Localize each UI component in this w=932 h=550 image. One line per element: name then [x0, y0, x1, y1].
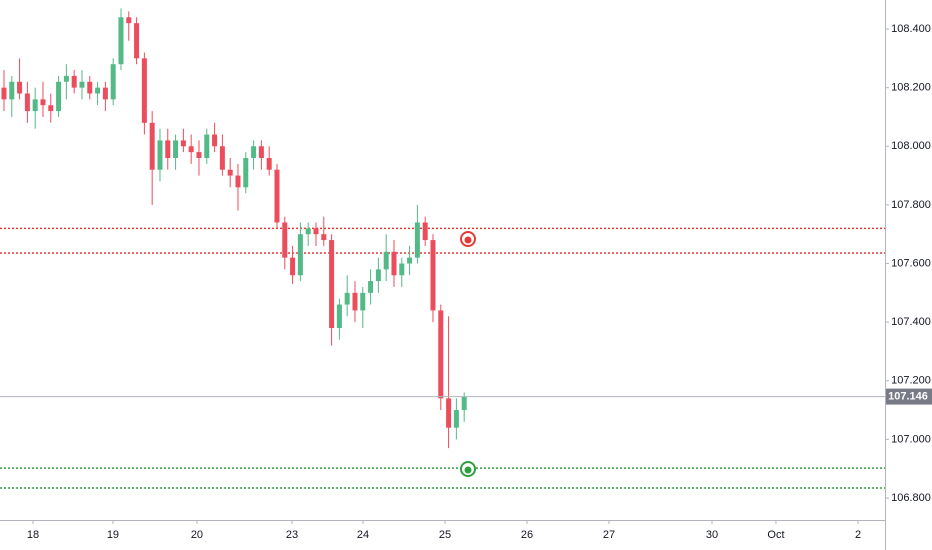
candle-body	[461, 396, 467, 411]
candle-body	[290, 257, 296, 276]
candle-body	[102, 87, 108, 100]
candle-body	[430, 240, 436, 311]
candle-body	[71, 75, 77, 88]
candle-body	[165, 140, 171, 158]
candle-body	[446, 398, 452, 428]
candle-body	[32, 99, 38, 112]
candle-body	[79, 81, 85, 88]
candle-body	[266, 157, 272, 170]
candle-body	[1, 87, 7, 100]
y-tick-label: 107.800	[891, 199, 931, 211]
x-tick-label: 23	[286, 529, 298, 541]
candle-body	[173, 140, 179, 158]
candle-body	[24, 93, 30, 112]
x-tick-label: 20	[191, 529, 203, 541]
last-price-label: 107.146	[888, 391, 928, 403]
candle-body	[141, 58, 147, 123]
x-tick-label: 19	[107, 529, 119, 541]
candle-body	[243, 157, 249, 188]
stop-icon	[460, 461, 476, 477]
y-tick-label: 108.400	[891, 23, 931, 35]
x-tick-label: 25	[439, 529, 451, 541]
candle-body	[126, 17, 132, 24]
x-tick-label: Oct	[767, 529, 784, 541]
y-tick-label: 108.000	[891, 140, 931, 152]
candle-body	[134, 23, 140, 59]
y-tick-label: 107.200	[891, 375, 931, 387]
candle-body	[305, 228, 311, 235]
candle-body	[87, 81, 93, 94]
candle-body	[149, 122, 155, 170]
x-tick-label: 27	[603, 529, 615, 541]
candle-body	[407, 257, 413, 264]
y-tick-label: 106.800	[891, 492, 931, 504]
candle-body	[188, 146, 194, 153]
y-tick-label: 107.600	[891, 257, 931, 269]
candle-body	[157, 140, 163, 170]
candle-body	[56, 81, 62, 112]
candle-body	[9, 81, 15, 100]
candle-body	[40, 99, 46, 106]
candle-body	[227, 169, 233, 176]
candle-body	[360, 292, 366, 311]
candle-body	[95, 87, 101, 94]
candle-body	[375, 269, 381, 282]
y-tick-label: 108.200	[891, 82, 931, 94]
candle-body	[344, 292, 350, 305]
candle-body	[274, 169, 280, 223]
x-tick-label: 26	[521, 529, 533, 541]
candle-body	[17, 81, 23, 94]
candle-body	[391, 251, 397, 276]
candle-body	[258, 146, 264, 158]
y-tick-label: 107.000	[891, 433, 931, 445]
y-tick-label: 107.400	[891, 316, 931, 328]
candle-body	[352, 292, 358, 311]
target-icon	[460, 231, 476, 247]
last-price-box	[886, 388, 932, 405]
candle-body	[368, 281, 374, 293]
candle-body	[110, 64, 116, 100]
candle-body	[438, 310, 444, 399]
x-tick-label: 18	[27, 529, 39, 541]
candle-body	[383, 251, 389, 270]
candle-body	[336, 304, 342, 329]
candle-body	[453, 410, 459, 428]
candle-body	[329, 240, 335, 329]
x-tick-label: 30	[706, 529, 718, 541]
candle-body	[212, 134, 218, 147]
plot	[0, 8, 885, 489]
candle-body	[48, 105, 54, 112]
candle-body	[63, 75, 69, 82]
candle-body	[414, 222, 420, 258]
candle-body	[235, 175, 241, 188]
candle-body	[321, 234, 327, 241]
candle-body	[282, 222, 288, 258]
candle-body	[204, 134, 210, 158]
x-tick-label: 2	[855, 529, 861, 541]
candle-body	[118, 17, 124, 65]
x-tick-label: 24	[357, 529, 369, 541]
candle-body	[422, 222, 428, 241]
candle-body	[219, 146, 225, 170]
candle-body	[180, 140, 186, 147]
candle-body	[313, 228, 319, 235]
candle-body	[251, 146, 257, 158]
candle-body	[297, 234, 303, 276]
candle-body	[399, 263, 405, 276]
candle-body	[196, 152, 202, 158]
